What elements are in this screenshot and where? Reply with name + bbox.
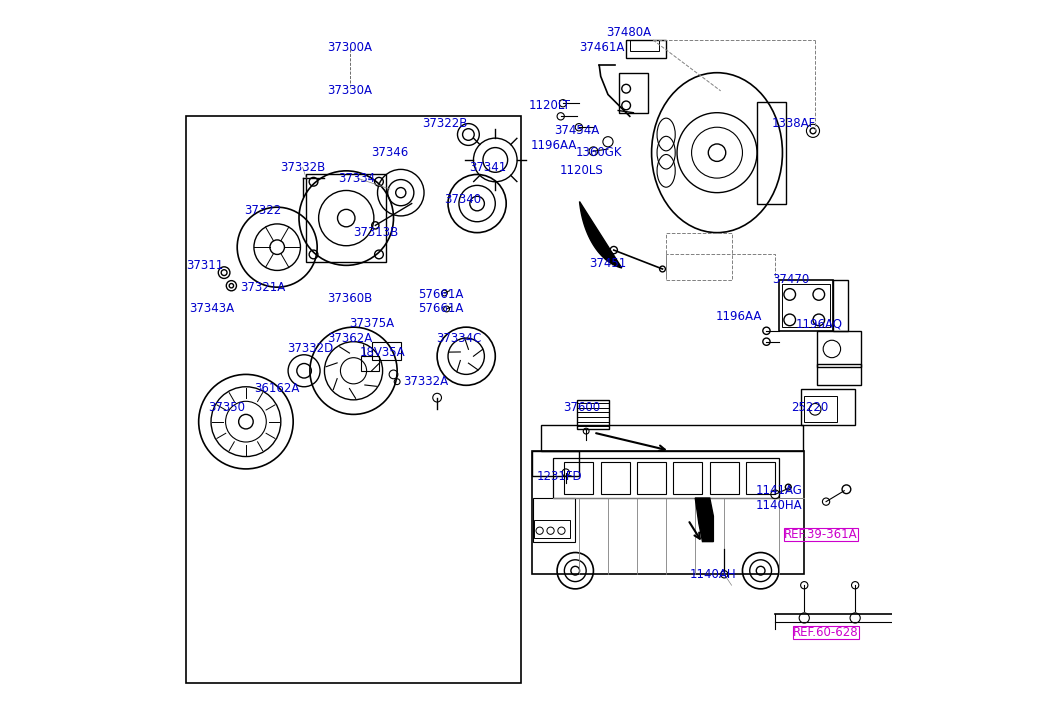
Polygon shape <box>695 498 714 542</box>
Bar <box>372 342 401 360</box>
Text: REF.39-361A: REF.39-361A <box>785 528 857 541</box>
Bar <box>805 396 837 422</box>
Text: 37470: 37470 <box>773 273 810 286</box>
Text: 37360B: 37360B <box>327 292 373 305</box>
Text: 37334: 37334 <box>339 172 376 185</box>
Bar <box>534 520 570 538</box>
Bar <box>637 462 666 494</box>
Text: 37322: 37322 <box>244 204 281 217</box>
Text: 57661A: 57661A <box>418 302 464 316</box>
Bar <box>817 364 861 385</box>
Text: 37340: 37340 <box>444 193 482 206</box>
Bar <box>361 356 379 371</box>
Bar <box>541 425 803 451</box>
Bar <box>817 331 861 367</box>
Text: 1196AQ: 1196AQ <box>795 317 843 330</box>
Bar <box>577 400 609 429</box>
Bar <box>757 102 786 204</box>
Text: 18V35A: 18V35A <box>360 346 406 359</box>
Text: 1196AA: 1196AA <box>716 310 762 323</box>
Text: 37350: 37350 <box>208 401 245 414</box>
Text: 37480A: 37480A <box>606 26 650 39</box>
Bar <box>531 451 579 476</box>
Bar <box>747 462 775 494</box>
Text: 37346: 37346 <box>372 146 409 159</box>
Text: 1141AG: 1141AG <box>755 484 803 497</box>
Bar <box>186 116 521 683</box>
Text: 37375A: 37375A <box>350 317 394 330</box>
Bar <box>833 280 848 331</box>
Bar <box>619 73 648 113</box>
Text: 1231FD: 1231FD <box>536 470 582 483</box>
Text: 37341: 37341 <box>469 161 507 174</box>
Text: 1120LT: 1120LT <box>529 99 571 112</box>
Text: 1140AH: 1140AH <box>690 568 737 581</box>
Bar <box>710 462 739 494</box>
Text: 1338AF: 1338AF <box>771 117 815 130</box>
Text: 37313B: 37313B <box>353 226 398 239</box>
Polygon shape <box>580 201 622 268</box>
Text: 37330A: 37330A <box>327 84 373 97</box>
Text: 37362A: 37362A <box>327 332 373 345</box>
Text: 37332B: 37332B <box>280 161 325 174</box>
Bar <box>626 40 666 58</box>
Text: 37454A: 37454A <box>554 124 600 137</box>
Text: 37311: 37311 <box>186 259 223 272</box>
Text: 37461A: 37461A <box>580 41 625 54</box>
Text: 37322B: 37322B <box>421 117 467 130</box>
Bar <box>531 451 805 574</box>
Bar <box>779 280 833 331</box>
Text: 25220: 25220 <box>791 401 829 414</box>
Text: 1120LS: 1120LS <box>560 164 603 177</box>
Text: 37334C: 37334C <box>436 332 482 345</box>
Bar <box>800 389 855 425</box>
Text: 37332D: 37332D <box>287 342 333 356</box>
Text: 37321A: 37321A <box>240 281 285 294</box>
Text: 1140HA: 1140HA <box>755 499 803 512</box>
Text: 37300A: 37300A <box>327 41 373 54</box>
Text: 37451: 37451 <box>589 257 626 270</box>
Bar <box>629 40 659 51</box>
Text: 1360GK: 1360GK <box>576 146 622 159</box>
Bar <box>553 458 779 498</box>
Text: 57661A: 57661A <box>418 288 464 301</box>
Text: 37343A: 37343A <box>189 302 234 316</box>
Bar <box>564 462 593 494</box>
Bar <box>306 174 386 262</box>
Text: 37600: 37600 <box>563 401 601 414</box>
Text: 1196AA: 1196AA <box>530 139 577 152</box>
Text: REF.60-628: REF.60-628 <box>793 626 859 639</box>
Bar <box>782 284 830 327</box>
Bar <box>674 462 702 494</box>
Text: 36162A: 36162A <box>254 382 300 395</box>
Bar <box>533 498 576 542</box>
Bar <box>601 462 629 494</box>
Text: 37332A: 37332A <box>403 375 449 388</box>
